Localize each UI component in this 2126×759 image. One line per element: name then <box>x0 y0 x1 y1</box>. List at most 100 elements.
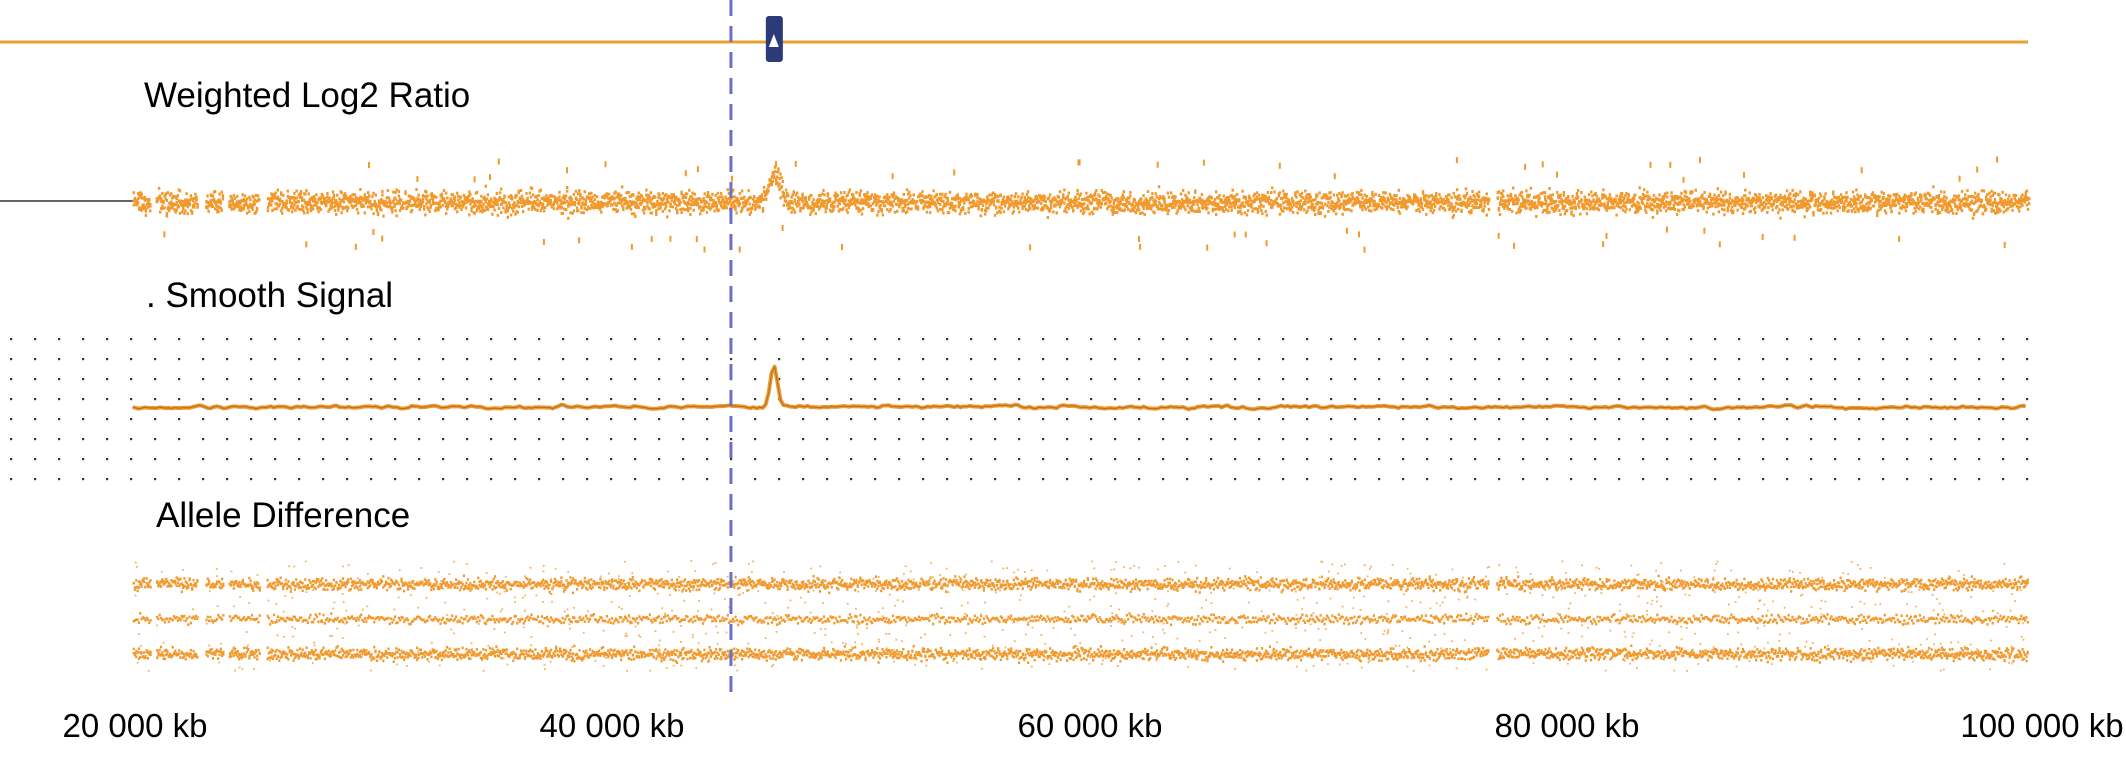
log2-point <box>1212 203 1216 207</box>
log2-point <box>590 203 593 207</box>
log2-point <box>1602 188 1605 192</box>
log2-point <box>388 199 392 203</box>
log2-point <box>1256 210 1260 214</box>
log2-point <box>1262 204 1265 208</box>
log2-point <box>1837 195 1840 199</box>
log2-outlier <box>1605 232 1608 239</box>
log2-point <box>724 195 727 199</box>
log2-point <box>437 206 440 210</box>
log2-point <box>784 199 788 203</box>
log2-point <box>1230 205 1233 209</box>
log2-point <box>1459 202 1462 205</box>
log2-point <box>584 198 588 202</box>
log2-point <box>1009 197 1012 201</box>
log2-point <box>1065 205 1068 209</box>
log2-point <box>321 195 325 199</box>
log2-outlier <box>953 169 956 176</box>
log2-point <box>513 201 516 205</box>
log2-point <box>347 196 350 200</box>
log2-point <box>431 200 435 204</box>
log2-point <box>898 198 901 202</box>
log2-point <box>1807 199 1811 203</box>
log2-point <box>1039 194 1042 198</box>
log2-point <box>535 201 538 205</box>
log2-point <box>1669 207 1672 211</box>
log2-point <box>1121 203 1124 206</box>
log2-outlier <box>1497 232 1500 239</box>
log2-point <box>1718 202 1722 206</box>
log2-point <box>1785 203 1789 207</box>
log2-point <box>958 196 962 200</box>
log2-point <box>135 198 139 202</box>
log2-point <box>1612 202 1615 206</box>
log2-point <box>166 207 170 211</box>
log2-point <box>1294 193 1297 197</box>
log2-point <box>1303 208 1306 212</box>
log2-point <box>504 210 507 214</box>
log2-point <box>1317 201 1320 204</box>
log2-point <box>311 207 315 211</box>
log2-point <box>735 211 738 215</box>
log2-point <box>693 192 696 196</box>
log2-point <box>1540 204 1543 208</box>
log2-point <box>1563 205 1567 208</box>
log2-point <box>1419 199 1422 203</box>
log2-point <box>744 199 747 203</box>
log2-point <box>365 196 369 199</box>
log2-point <box>1150 207 1153 211</box>
log2-point <box>647 193 650 197</box>
log2-point <box>1178 200 1182 204</box>
log2-point <box>428 199 431 202</box>
log2-point <box>582 197 585 201</box>
log2-point <box>1845 199 1848 203</box>
log2-point <box>421 200 425 204</box>
log2-point <box>1882 204 1886 207</box>
log2-point <box>863 199 866 202</box>
log2-outlier <box>1513 242 1516 249</box>
log2-point <box>852 193 855 197</box>
log2-point <box>1628 208 1631 212</box>
log2-point <box>1455 202 1459 206</box>
log2-point <box>1402 203 1405 206</box>
log2-point <box>944 204 947 208</box>
log2-point <box>536 208 539 212</box>
log2-point <box>291 210 294 214</box>
log2-point <box>1417 203 1420 207</box>
log2-point <box>777 184 780 188</box>
log2-point <box>414 201 417 205</box>
log2-point <box>196 203 199 206</box>
log2-outlier <box>1761 234 1764 240</box>
log2-point <box>1329 191 1332 195</box>
log2-point <box>1235 198 1239 202</box>
log2-point <box>1637 201 1640 205</box>
log2-point <box>973 201 976 205</box>
log2-point <box>1615 194 1618 198</box>
log2-point <box>1563 212 1567 216</box>
log2-point <box>1252 194 1255 198</box>
log2-point <box>712 199 715 202</box>
log2-point <box>1666 195 1669 199</box>
log2-point <box>683 201 687 205</box>
log2-point <box>738 202 742 206</box>
log2-point <box>941 192 944 196</box>
log2-point <box>1404 205 1407 209</box>
log2-point <box>1537 194 1540 198</box>
log2-point <box>144 209 148 213</box>
log2-point <box>806 204 810 208</box>
log2-point <box>1767 206 1770 210</box>
log2-point <box>727 197 731 200</box>
log2-point <box>1622 204 1625 208</box>
log2-point <box>522 198 525 202</box>
log2-point <box>1744 206 1747 210</box>
log2-point <box>1739 199 1743 203</box>
log2-point <box>1575 193 1579 197</box>
log2-point <box>1028 204 1031 208</box>
log2-point <box>1619 206 1623 210</box>
log2-point <box>776 175 779 179</box>
log2-point <box>449 197 452 201</box>
log2-point <box>1094 193 1097 197</box>
log2-point <box>1184 200 1187 204</box>
log2-point <box>278 197 282 201</box>
log2-point <box>368 194 371 198</box>
log2-point <box>1714 205 1717 209</box>
